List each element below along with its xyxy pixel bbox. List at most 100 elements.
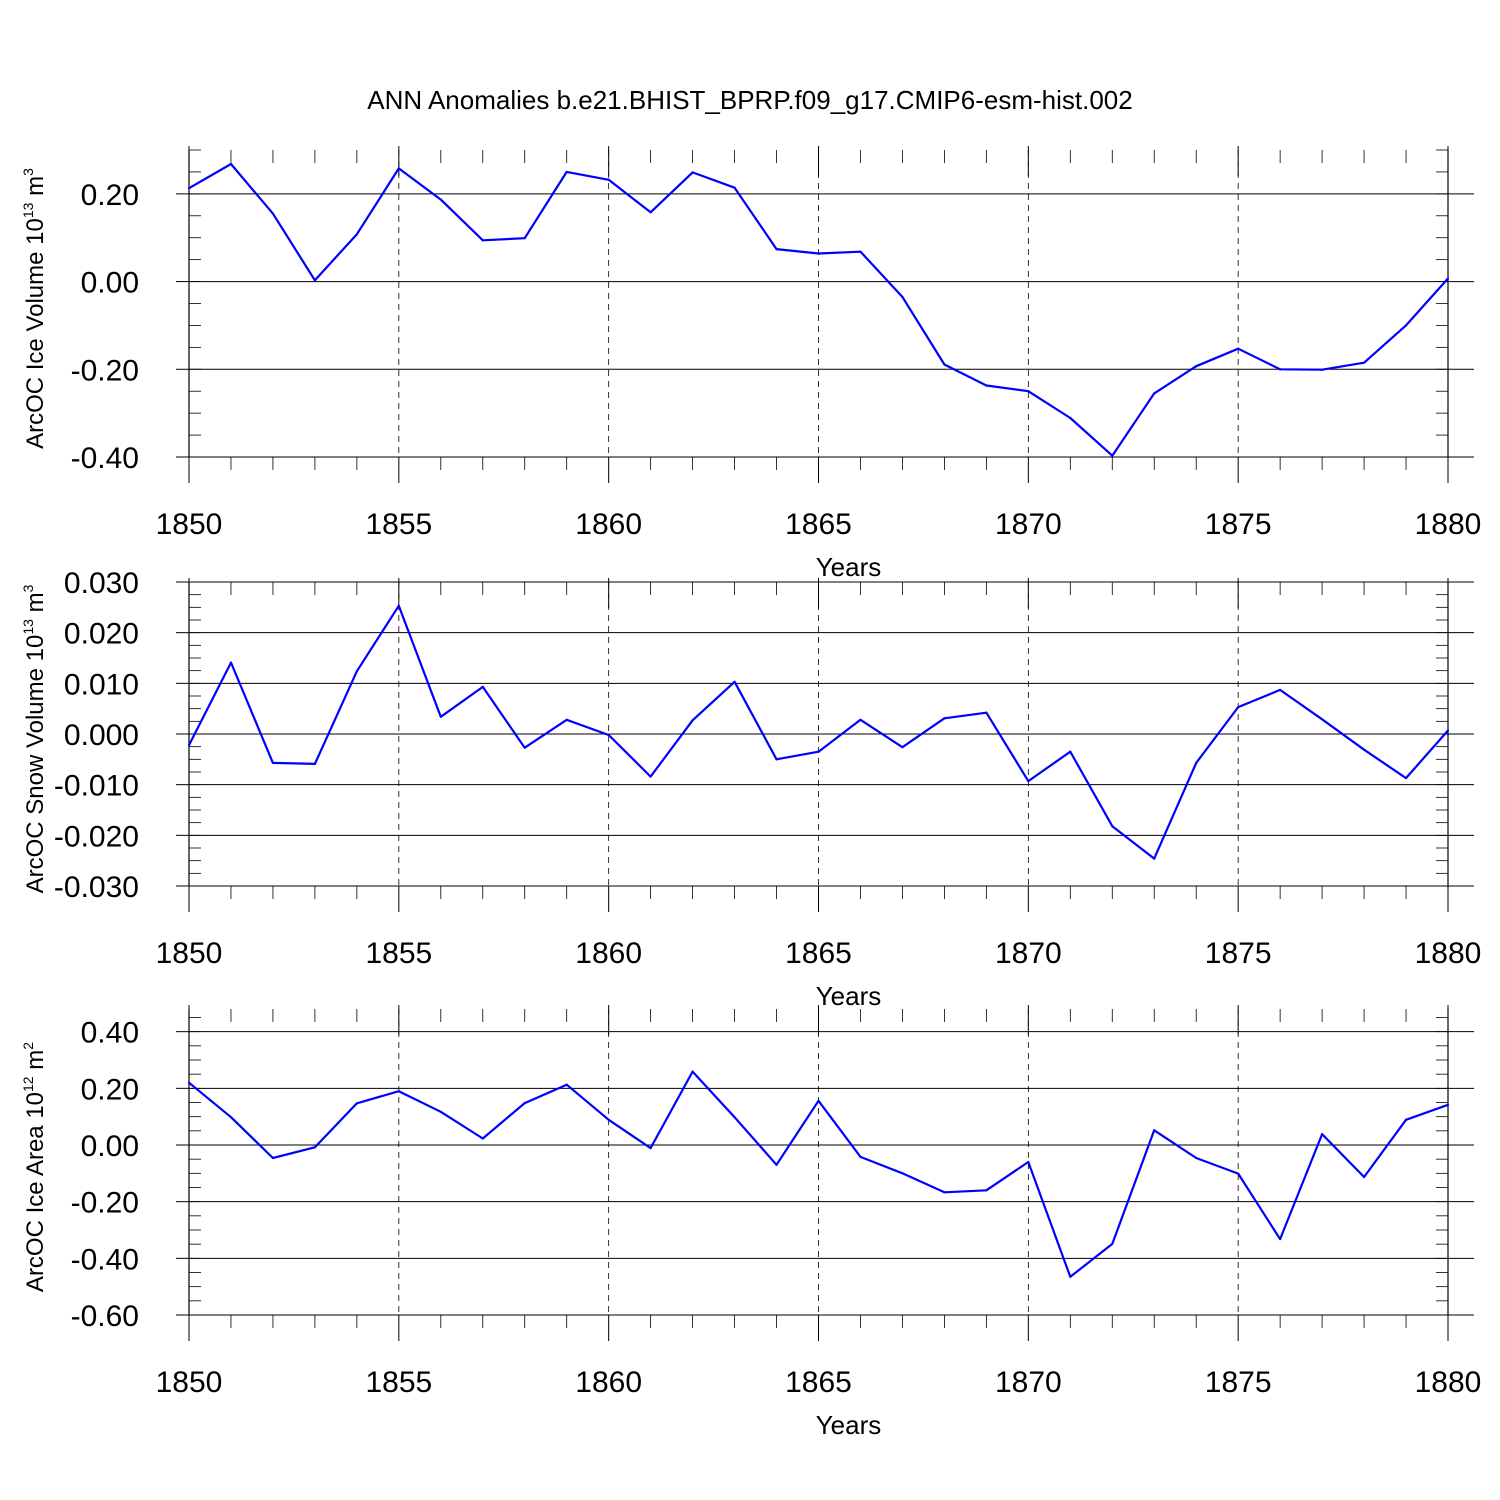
data-point <box>817 750 820 753</box>
data-point <box>1446 1103 1450 1106</box>
data-point <box>313 762 316 765</box>
data-point <box>607 178 610 181</box>
x-tick-label: 1850 <box>156 937 223 970</box>
data-point <box>187 744 191 747</box>
data-point <box>817 1099 820 1102</box>
data-point <box>1279 1237 1282 1241</box>
data-point <box>481 685 484 688</box>
data-point <box>691 171 694 174</box>
y-tick-label: 0.00 <box>81 1130 139 1163</box>
data-point <box>649 211 652 214</box>
y-tick-label: -0.40 <box>71 1243 139 1276</box>
x-tick-label: 1875 <box>1205 937 1272 970</box>
data-point <box>187 187 191 190</box>
data-point <box>355 1102 358 1105</box>
data-point <box>943 717 946 720</box>
data-point <box>1027 390 1030 393</box>
data-point <box>439 198 442 201</box>
data-point <box>523 746 526 749</box>
data-point <box>187 1081 191 1084</box>
y-axis-title: ArcOC Snow Volume 1013 m3 <box>20 584 49 893</box>
data-point <box>523 1101 526 1105</box>
y-tick-label: 0.20 <box>81 179 139 212</box>
y-tick-label: 0.40 <box>81 1017 139 1050</box>
y-tick-label: 0.20 <box>81 1073 139 1106</box>
data-point <box>859 718 862 721</box>
data-point <box>1195 365 1198 368</box>
data-point <box>607 733 610 737</box>
y-tick-label: -0.60 <box>71 1300 139 1333</box>
data-point <box>1069 416 1072 420</box>
data-point <box>523 237 526 240</box>
data-point <box>1446 729 1450 732</box>
x-tick-label: 1850 <box>156 508 223 541</box>
x-tick-label: 1880 <box>1415 1366 1482 1399</box>
data-point <box>481 1137 484 1140</box>
x-tick-label: 1860 <box>575 1366 642 1399</box>
data-point <box>1237 347 1240 350</box>
x-tick-label: 1855 <box>365 937 432 970</box>
data-point <box>985 1189 988 1192</box>
data-point <box>649 775 652 778</box>
x-tick-label: 1865 <box>785 937 852 970</box>
data-point <box>271 212 275 215</box>
data-point <box>859 1155 862 1158</box>
data-point <box>1321 1133 1324 1136</box>
data-point <box>901 1172 904 1175</box>
data-point <box>313 279 316 282</box>
data-point <box>1111 1242 1114 1245</box>
data-point <box>775 248 778 251</box>
y-tick-label: -0.030 <box>54 871 139 904</box>
x-tick-label: 1875 <box>1205 508 1272 541</box>
y-tick-label: -0.010 <box>54 770 139 803</box>
x-tick-label: 1880 <box>1415 508 1482 541</box>
data-point <box>943 1191 946 1194</box>
data-point <box>1362 1175 1366 1179</box>
data-point <box>1237 1172 1240 1175</box>
x-tick-label: 1855 <box>365 1366 432 1399</box>
data-point <box>901 746 904 749</box>
data-point <box>271 1156 275 1160</box>
y-tick-label: 0.00 <box>81 267 139 300</box>
data-point <box>271 761 275 764</box>
data-point <box>1404 1118 1408 1121</box>
series-line <box>188 604 1449 860</box>
y-tick-label: 0.020 <box>64 618 139 651</box>
x-axis-title: Years <box>816 552 882 582</box>
data-point <box>397 1090 400 1093</box>
data-point <box>1321 368 1324 371</box>
data-point <box>565 170 568 174</box>
data-point <box>733 1116 736 1119</box>
data-point <box>1111 825 1114 828</box>
x-tick-label: 1875 <box>1205 1366 1272 1399</box>
data-point <box>775 758 778 761</box>
x-axis-title: Years <box>816 1410 882 1440</box>
panel-2: -0.030 -0.020 -0.010 0.000 0.010 0.020 0.030 18… <box>20 567 1481 1011</box>
data-point <box>733 186 736 189</box>
data-point <box>985 384 988 387</box>
data-point <box>1446 277 1450 280</box>
y-tick-label: -0.20 <box>71 1187 139 1220</box>
data-point <box>1237 706 1240 709</box>
x-tick-label: 1870 <box>995 937 1062 970</box>
chart-title: ANN Anomalies b.e21.BHIST_BPRP.f09_g17.C… <box>367 85 1132 115</box>
panel-1: -0.40 -0.20 0.00 0.20 1850 1855 1860 1865 1870 18… <box>20 146 1481 582</box>
x-tick-label: 1870 <box>995 508 1062 541</box>
data-point <box>901 295 904 299</box>
data-point <box>355 670 358 673</box>
x-axis-title: Years <box>816 981 882 1011</box>
data-point <box>1404 776 1408 780</box>
panel-3: -0.60 -0.40 -0.20 0.00 0.20 0.40 1850 1855 1860 1… <box>20 1005 1481 1440</box>
panels: -0.40 -0.20 0.00 0.20 1850 1855 1860 1865 1870 18… <box>20 146 1481 1440</box>
data-point <box>1279 688 1282 692</box>
data-point <box>397 604 400 607</box>
data-point <box>943 363 946 366</box>
x-tick-label: 1860 <box>575 937 642 970</box>
data-point <box>607 1118 610 1121</box>
data-point <box>1153 392 1156 395</box>
data-point <box>439 715 442 718</box>
data-point <box>775 1163 778 1166</box>
data-point <box>859 250 862 253</box>
y-axis-title: ArcOC Ice Area 1012 m2 <box>20 1042 49 1292</box>
